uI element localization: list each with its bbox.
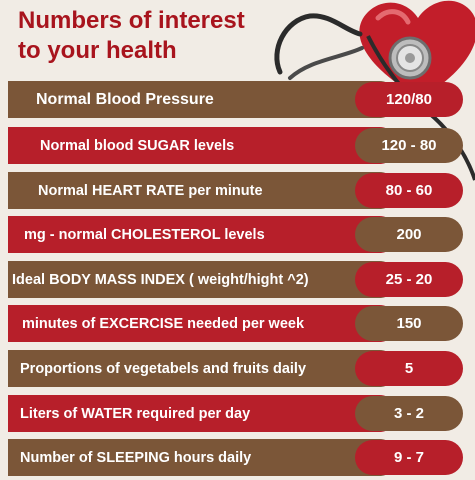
title-line-2: to your health xyxy=(18,37,177,64)
health-row: Ideal BODY MASS INDEX ( weight/hight ^2)… xyxy=(8,261,463,298)
row-value: 120 - 80 xyxy=(355,128,463,163)
row-value: 3 - 2 xyxy=(355,396,463,431)
row-value: 80 - 60 xyxy=(355,173,463,208)
row-label: Normal Blood Pressure xyxy=(8,81,398,118)
row-label: Normal blood SUGAR levels xyxy=(8,127,398,164)
row-value: 200 xyxy=(355,217,463,252)
row-label: minutes of EXCERCISE needed per week xyxy=(8,305,398,342)
row-value: 25 - 20 xyxy=(355,262,463,297)
row-value: 9 - 7 xyxy=(355,440,463,475)
health-row: mg - normal CHOLESTEROL levels 200 xyxy=(8,216,463,253)
health-row: Normal Blood Pressure 120/80 xyxy=(8,81,463,118)
row-label: Liters of WATER required per day xyxy=(8,395,398,432)
row-label: Ideal BODY MASS INDEX ( weight/hight ^2) xyxy=(8,261,398,298)
row-label: mg - normal CHOLESTEROL levels xyxy=(8,216,398,253)
row-value: 150 xyxy=(355,306,463,341)
title-line-1: Numbers of interest xyxy=(18,7,245,34)
health-row: Number of SLEEPING hours daily 9 - 7 xyxy=(8,439,463,476)
health-row: minutes of EXCERCISE needed per week 150 xyxy=(8,305,463,342)
row-value: 120/80 xyxy=(355,82,463,117)
health-row: Normal HEART RATE per minute 80 - 60 xyxy=(8,172,463,209)
row-label: Normal HEART RATE per minute xyxy=(8,172,398,209)
row-label: Number of SLEEPING hours daily xyxy=(8,439,398,476)
health-row: Proportions of vegetabels and fruits dai… xyxy=(8,350,463,387)
health-row: Liters of WATER required per day 3 - 2 xyxy=(8,395,463,432)
page-title: Numbers of interest to your health xyxy=(18,6,318,66)
row-label: Proportions of vegetabels and fruits dai… xyxy=(8,350,398,387)
health-row: Normal blood SUGAR levels 120 - 80 xyxy=(8,127,463,164)
row-value: 5 xyxy=(355,351,463,386)
